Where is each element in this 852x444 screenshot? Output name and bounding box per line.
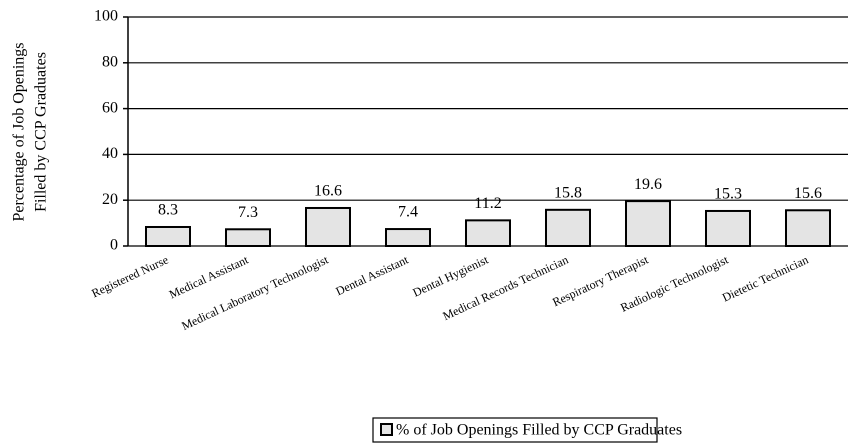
y-tick-label: 20: [102, 191, 118, 208]
legend-swatch: [380, 423, 393, 436]
legend-box: [372, 417, 658, 443]
y-tick-label: 40: [102, 145, 118, 162]
y-tick-label: 60: [102, 99, 118, 116]
y-axis-label: Filled by CCP Graduates: [33, 52, 50, 212]
data-label: 7.4: [398, 204, 418, 221]
data-label: 16.6: [314, 183, 342, 200]
bar: [545, 208, 591, 247]
legend-label: % of Job Openings Filled by CCP Graduate…: [396, 422, 682, 439]
x-tick-label: Medical Laboratory Technologist: [179, 252, 331, 333]
data-label: 15.6: [794, 185, 822, 202]
bar: [385, 228, 431, 247]
data-label: 15.8: [554, 184, 582, 201]
x-tick-label: Dental Assistant: [334, 252, 412, 298]
bar: [625, 200, 671, 247]
y-tick-label: 80: [102, 53, 118, 70]
bar: [705, 209, 751, 247]
bar: [145, 225, 191, 247]
x-tick-label: Registered Nurse: [89, 253, 170, 301]
data-label: 8.3: [158, 202, 178, 219]
bar: [305, 206, 351, 247]
bar: [465, 219, 511, 248]
y-tick-label: 0: [110, 237, 118, 254]
bar: [785, 209, 831, 247]
x-tick-label: Dietetic Technician: [720, 253, 810, 305]
bar: [225, 228, 271, 248]
data-label: 19.6: [634, 176, 662, 193]
y-tick-label: 100: [94, 8, 118, 25]
data-label: 7.3: [238, 204, 258, 221]
y-axis-label: Percentage of Job Openings: [11, 42, 28, 221]
data-label: 11.2: [474, 195, 501, 212]
data-label: 15.3: [714, 186, 742, 203]
